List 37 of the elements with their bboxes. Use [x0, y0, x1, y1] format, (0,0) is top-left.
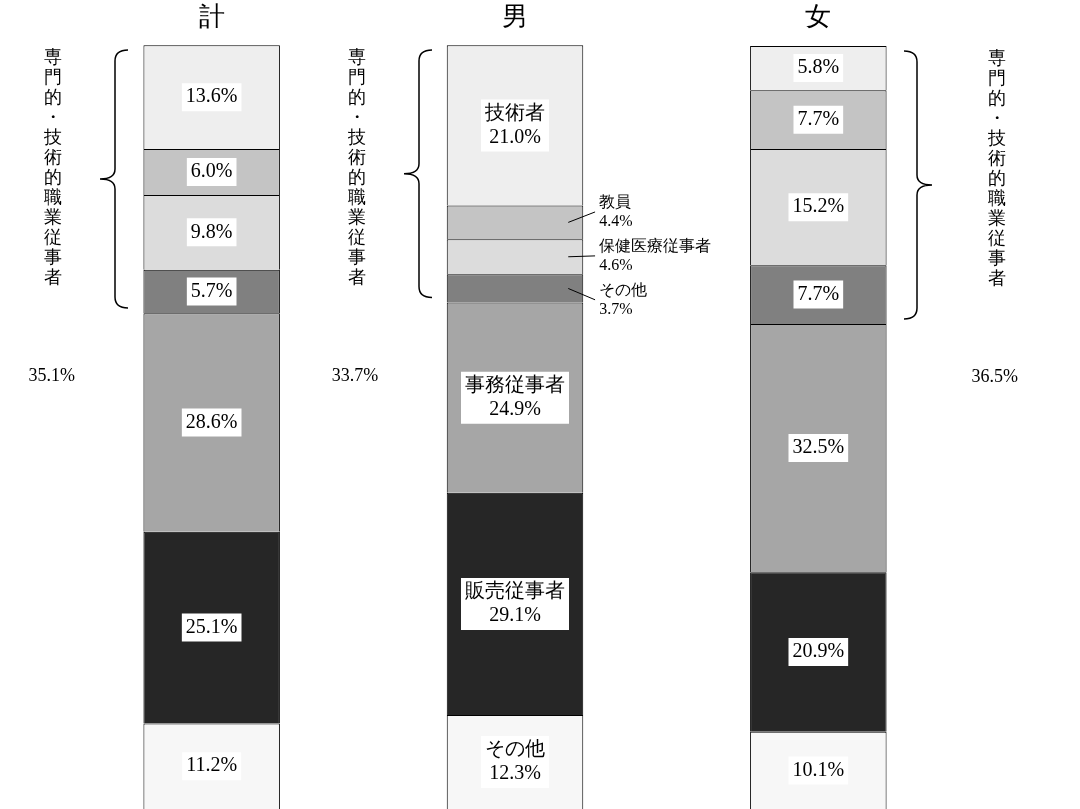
data-label: 11.2% [186, 753, 238, 776]
series-label: 販売従事者 [465, 579, 565, 602]
x-tick-label: 男 [502, 2, 528, 32]
series-label: 教員 [599, 192, 632, 210]
data-label: 4.6% [599, 255, 633, 273]
data-label: 9.8% [190, 219, 233, 242]
data-label: 5.8% [797, 55, 840, 78]
annotation: 35.1% [28, 365, 75, 386]
series-label: その他 [485, 737, 545, 760]
series-label: 事務従事者 [465, 372, 565, 395]
data-label: 20.9% [792, 639, 845, 662]
data-label: 29.1% [489, 603, 541, 626]
data-label: 25.1% [185, 614, 238, 637]
text: 専門的・技術的職業従事者 [347, 47, 366, 288]
series-label: その他 [599, 280, 648, 298]
data-label: 7.7% [797, 106, 840, 129]
text: 専門的・技術的職業従事者 [987, 47, 1006, 288]
series-label: 技術者 [484, 100, 545, 123]
text: 36.5% [971, 365, 1019, 386]
data-label: 28.6% [185, 409, 238, 432]
data-label: 10.1% [792, 757, 845, 780]
data-label: 24.9% [489, 396, 541, 419]
text: 専門的・技術的職業従事者 [44, 47, 63, 288]
annotation: 33.7% [331, 365, 379, 386]
data-label: 7.7% [797, 281, 840, 304]
x-tick-label: 女 [805, 2, 832, 32]
series-label: 保健医療従事者 [599, 236, 712, 254]
data-label: 13.6% [185, 84, 238, 107]
x-tick-label: 計 [198, 2, 225, 32]
data-label: 21.0% [489, 124, 541, 147]
data-label: 32.5% [792, 435, 845, 458]
data-label: 5.7% [190, 278, 233, 301]
data-label: 4.4% [599, 211, 633, 229]
data-label: 12.3% [489, 761, 541, 784]
data-label: 15.2% [792, 194, 845, 217]
data-label: 3.7% [599, 299, 633, 317]
data-label: 6.0% [190, 159, 233, 182]
